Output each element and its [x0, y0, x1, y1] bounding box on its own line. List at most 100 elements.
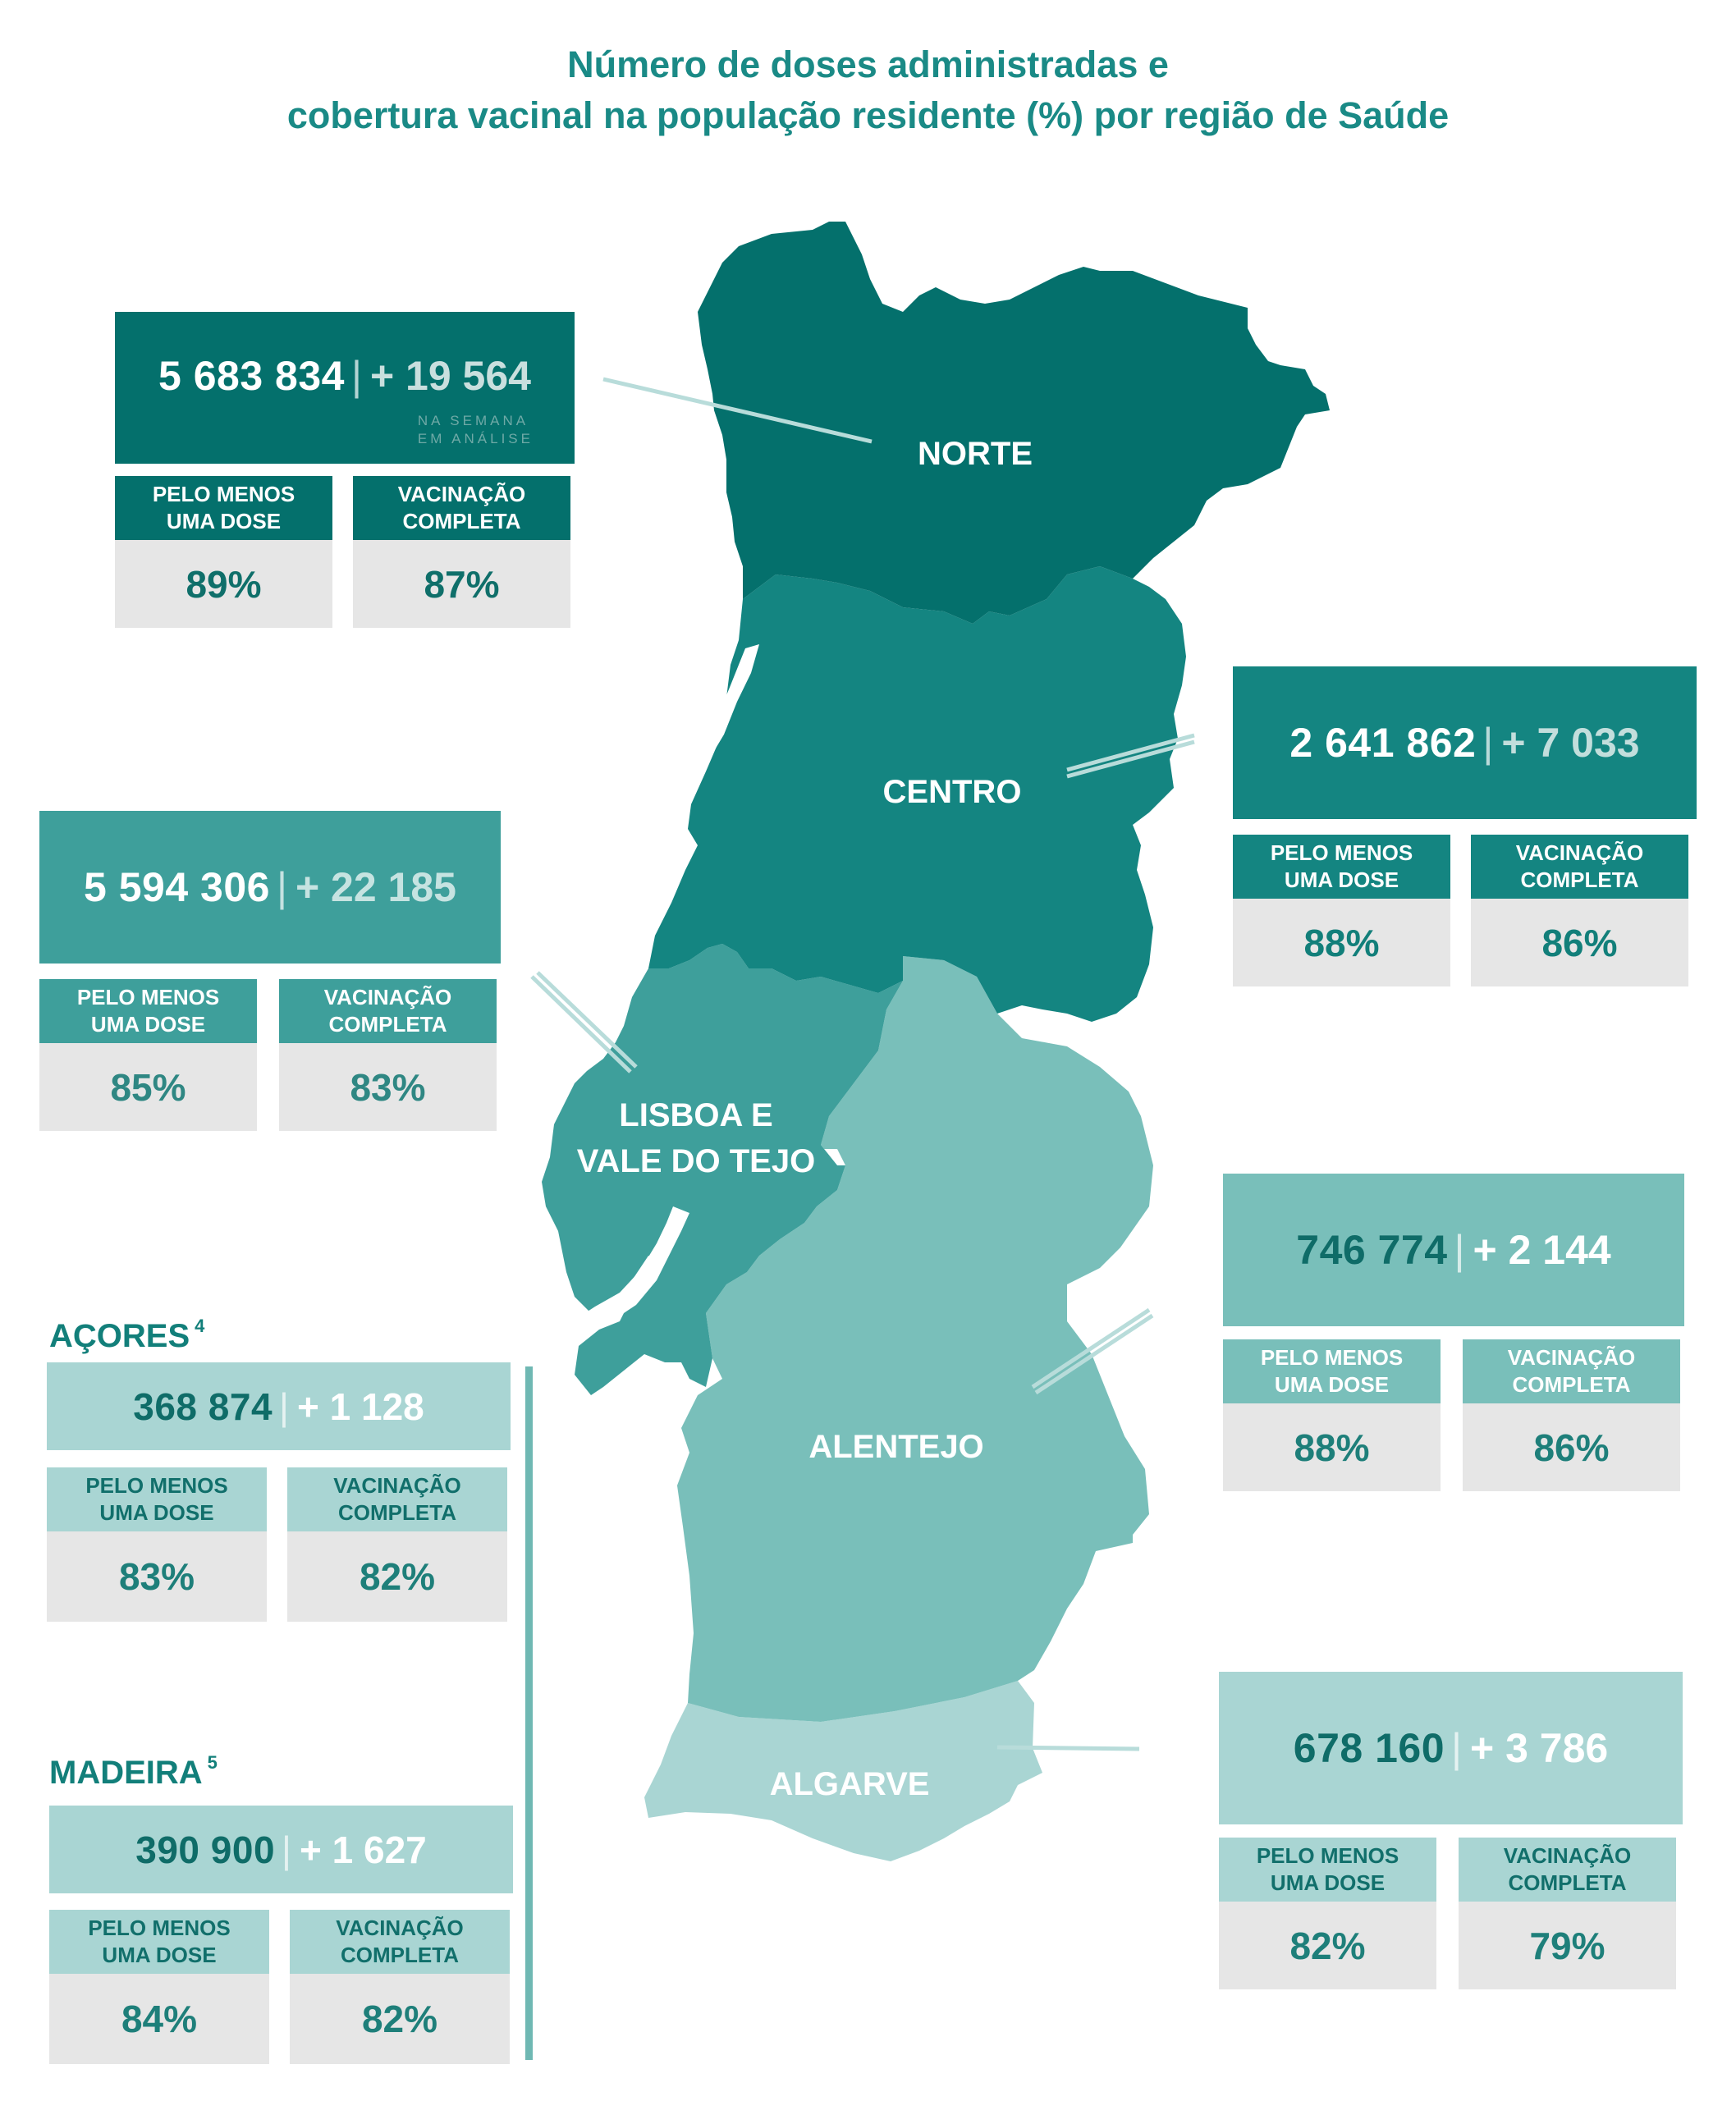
- card-acores: 368 874 | + 1 128 PELO MENOS UMA DOSE 83…: [47, 1362, 511, 1625]
- alentejo-stat-one-dose: PELO MENOS UMA DOSE 88%: [1223, 1339, 1441, 1491]
- alentejo-increment: + 2 144: [1473, 1227, 1611, 1273]
- region-lisboa-vale-tejo[interactable]: [542, 944, 903, 1395]
- lvt-stat-one-dose: PELO MENOS UMA DOSE 85%: [39, 979, 257, 1131]
- stat-label: VACINAÇÃO COMPLETA: [279, 979, 497, 1043]
- card-lisboa-vale-tejo: 5 594 306 | + 22 185 PELO MENOS UMA DOSE…: [39, 811, 501, 1133]
- norte-stat-one-dose: PELO MENOS UMA DOSE 89%: [115, 476, 332, 628]
- stat-value: 79%: [1459, 1902, 1676, 1989]
- madeira-stat-complete: VACINAÇÃO COMPLETA 82%: [290, 1910, 510, 2064]
- label-lvt-line2: VALE DO TEJO: [577, 1143, 815, 1179]
- alentejo-stat-complete: VACINAÇÃO COMPLETA 86%: [1463, 1339, 1680, 1491]
- madeira-name: MADEIRA: [49, 1755, 203, 1791]
- centro-stat-complete: VACINAÇÃO COMPLETA 86%: [1471, 835, 1688, 986]
- madeira-title: MADEIRA 5: [49, 1752, 218, 1792]
- acores-title: AÇORES 4: [49, 1316, 204, 1355]
- norte-total: 5 683 834: [158, 352, 345, 399]
- stat-value: 89%: [115, 540, 332, 628]
- stat-value: 85%: [39, 1043, 257, 1131]
- stat-value: 82%: [1219, 1902, 1436, 1989]
- alentejo-total: 746 774: [1296, 1227, 1448, 1273]
- stat-label: PELO MENOS UMA DOSE: [39, 979, 257, 1043]
- madeira-increment: + 1 627: [299, 1828, 427, 1871]
- acores-separator: |: [279, 1385, 289, 1428]
- stat-label: PELO MENOS UMA DOSE: [49, 1910, 269, 1974]
- acores-total-box: 368 874 | + 1 128: [47, 1362, 511, 1450]
- stat-value: 86%: [1471, 899, 1688, 986]
- lvt-increment: + 22 185: [295, 864, 456, 910]
- label-alentejo: ALENTEJO: [808, 1429, 983, 1465]
- pointer-line-alentejo-2: [1034, 1313, 1154, 1395]
- acores-name: AÇORES: [49, 1318, 190, 1354]
- centro-stat-one-dose: PELO MENOS UMA DOSE 88%: [1233, 835, 1450, 986]
- stat-label: VACINAÇÃO COMPLETA: [1471, 835, 1688, 899]
- pointer-lines: [530, 377, 1195, 1751]
- pointer-line-lvt: [530, 975, 632, 1073]
- algarve-stat-one-dose: PELO MENOS UMA DOSE 82%: [1219, 1838, 1436, 1989]
- madeira-total: 390 900: [135, 1828, 276, 1871]
- region-alentejo[interactable]: [677, 956, 1153, 1722]
- acores-increment: + 1 128: [296, 1385, 424, 1428]
- stat-label: PELO MENOS UMA DOSE: [1223, 1339, 1441, 1403]
- acores-stat-complete: VACINAÇÃO COMPLETA 82%: [287, 1467, 507, 1622]
- card-alentejo: 746 774 | + 2 144 PELO MENOS UMA DOSE 88…: [1223, 1174, 1684, 1495]
- label-centro: CENTRO: [883, 774, 1022, 810]
- stat-value: 88%: [1233, 899, 1450, 986]
- region-norte[interactable]: [698, 222, 1330, 624]
- algarve-total-box: 678 160 | + 3 786: [1219, 1672, 1683, 1824]
- lvt-total: 5 594 306: [84, 864, 270, 910]
- stat-label: PELO MENOS UMA DOSE: [115, 476, 332, 540]
- page-title: Número de doses administradas e cobertur…: [0, 39, 1736, 141]
- label-norte: NORTE: [918, 436, 1033, 472]
- card-norte: 5 683 834 | + 19 564 NA SEMANA EM ANÁLIS…: [115, 312, 575, 632]
- stat-value: 82%: [290, 1974, 510, 2064]
- acores-stat-one-dose: PELO MENOS UMA DOSE 83%: [47, 1467, 267, 1622]
- stat-value: 84%: [49, 1974, 269, 2064]
- pointer-line-norte: [602, 377, 873, 444]
- region-algarve[interactable]: [644, 1681, 1042, 1861]
- centro-separator: |: [1482, 720, 1494, 766]
- stat-label: PELO MENOS UMA DOSE: [1219, 1838, 1436, 1902]
- algarve-stat-complete: VACINAÇÃO COMPLETA 79%: [1459, 1838, 1676, 1989]
- stat-label: VACINAÇÃO COMPLETA: [287, 1467, 507, 1531]
- acores-total: 368 874: [133, 1385, 273, 1428]
- pointer-line-algarve: [996, 1745, 1140, 1751]
- norte-increment: + 19 564: [369, 352, 531, 399]
- madeira-footnote: 5: [207, 1752, 218, 1773]
- label-lvt-line1: LISBOA E: [619, 1097, 772, 1133]
- title-line-1: Número de doses administradas e: [567, 43, 1169, 85]
- title-line-2: cobertura vacinal na população residente…: [286, 94, 1450, 136]
- madeira-stat-one-dose: PELO MENOS UMA DOSE 84%: [49, 1910, 269, 2064]
- algarve-total: 678 160: [1293, 1725, 1445, 1771]
- centro-total-box: 2 641 862 | + 7 033: [1233, 666, 1697, 819]
- week-note-line2: EM ANÁLISE: [417, 431, 534, 446]
- centro-increment: + 7 033: [1501, 720, 1640, 766]
- algarve-separator: |: [1451, 1725, 1463, 1771]
- card-madeira: 390 900 | + 1 627 PELO MENOS UMA DOSE 84…: [49, 1806, 513, 2068]
- stat-label: VACINAÇÃO COMPLETA: [1463, 1339, 1680, 1403]
- pointer-line-lvt-2: [536, 971, 638, 1069]
- stat-value: 88%: [1223, 1403, 1441, 1491]
- madeira-separator: |: [282, 1828, 291, 1871]
- stat-value: 83%: [279, 1043, 497, 1131]
- label-algarve: ALGARVE: [770, 1766, 930, 1802]
- lvt-stat-complete: VACINAÇÃO COMPLETA 83%: [279, 979, 497, 1131]
- stat-value: 87%: [353, 540, 570, 628]
- islands-divider: [525, 1366, 533, 2060]
- norte-week-note: NA SEMANA EM ANÁLISE: [418, 412, 534, 448]
- stat-label: PELO MENOS UMA DOSE: [1233, 835, 1450, 899]
- pointer-line-centro-2: [1066, 739, 1195, 779]
- algarve-increment: + 3 786: [1470, 1725, 1609, 1771]
- madeira-total-box: 390 900 | + 1 627: [49, 1806, 513, 1893]
- tejo-estuary: [579, 1206, 689, 1325]
- stat-value: 82%: [287, 1531, 507, 1622]
- stat-value: 86%: [1463, 1403, 1680, 1491]
- norte-stat-complete: VACINAÇÃO COMPLETA 87%: [353, 476, 570, 628]
- aveiro-lagoon: [708, 644, 759, 751]
- centro-total: 2 641 862: [1289, 720, 1477, 766]
- norte-total-box: 5 683 834 | + 19 564 NA SEMANA EM ANÁLIS…: [115, 312, 575, 464]
- alentejo-separator: |: [1454, 1227, 1465, 1273]
- week-note-line1: NA SEMANA: [417, 413, 529, 428]
- region-centro[interactable]: [648, 566, 1186, 1022]
- alentejo-total-box: 746 774 | + 2 144: [1223, 1174, 1684, 1326]
